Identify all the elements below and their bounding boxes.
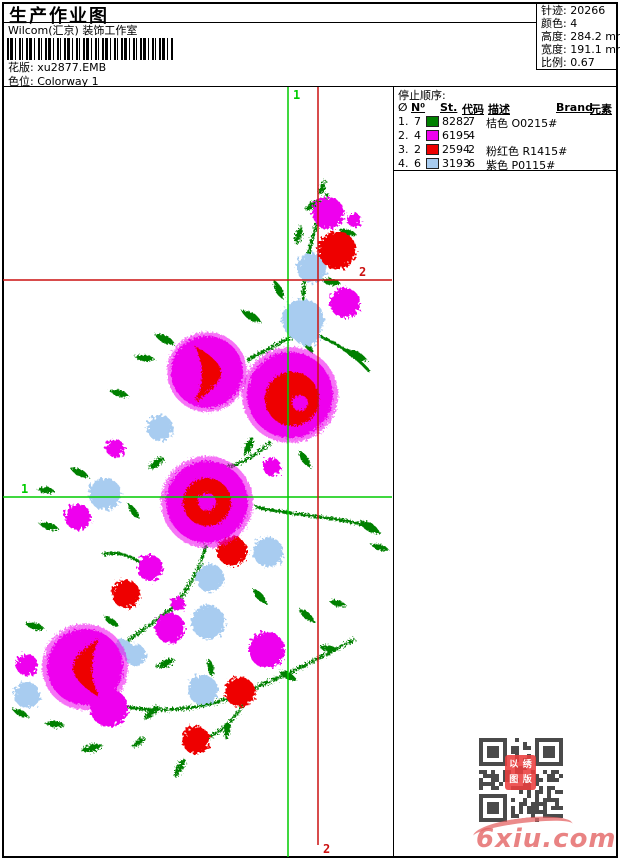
seal-char: 以 [509, 759, 519, 770]
colorway-value: Colorway 1 [37, 75, 99, 88]
col-needle: N⁰ [411, 101, 426, 114]
info-row: 比例: 0.67 [541, 56, 620, 69]
magenta-flowers [16, 197, 361, 727]
info-row: 颜色: 4 [541, 17, 620, 30]
page-title: 生产作业图 [9, 6, 109, 27]
row-description: 紫色 P0115# [486, 159, 556, 172]
row-needle: 2 [414, 143, 421, 156]
col-diameter: ∅ [398, 101, 408, 114]
info-row: 宽度: 191.1 mm [541, 43, 620, 56]
row-seq: 1. [398, 115, 409, 128]
red-flowers [112, 231, 356, 754]
width-label: 宽度: [541, 43, 567, 56]
height-label: 高度: [541, 30, 567, 43]
red-seal-stamp: 以绣 图版 [505, 755, 536, 790]
info-box: 针迹: 20266 颜色: 4 高度: 284.2 mm 宽度: 191.1 m… [541, 4, 620, 69]
row-seq: 3. [398, 143, 409, 156]
info-row: 针迹: 20266 [541, 4, 620, 17]
info-box-bottom-border [536, 69, 616, 70]
watermark-text: 6xiu.com [476, 824, 617, 854]
row-code: 2 [468, 143, 475, 156]
row-description: 粉红色 R1415# [486, 145, 568, 158]
seal-char: 绣 [522, 759, 532, 770]
seal-char: 图 [509, 775, 519, 786]
row-seq: 4. [398, 157, 409, 170]
qr-code [479, 738, 563, 822]
design-line: 花版: xu2877.EMB [8, 61, 106, 74]
stop-sequence-title: 停止顺序: [398, 89, 446, 102]
embroidery-design-canvas: 1 1 2 2 [3, 87, 392, 857]
row-code: 7 [468, 115, 475, 128]
row-stitches: 3193 [442, 157, 470, 170]
rose-middle [161, 456, 253, 548]
colorway-line: 色位: Colorway 1 [8, 75, 99, 88]
row-needle: 7 [414, 115, 421, 128]
row-description: 桔色 O0215# [486, 117, 558, 130]
col-element: 元素 [590, 103, 612, 116]
header-divider [4, 86, 616, 87]
col-code: 代码 [462, 103, 484, 116]
registration-guides: 1 1 2 2 [3, 87, 392, 857]
colorway-label: 色位: [8, 75, 34, 88]
row-stitches: 2594 [442, 143, 470, 156]
thread-color-swatch [426, 116, 439, 127]
rose-bottom-left [42, 624, 128, 710]
row-code: 6 [468, 157, 475, 170]
col-stitches: St. [440, 101, 458, 114]
seal-char: 版 [522, 775, 532, 786]
width-value: 191.1 mm [570, 43, 620, 56]
col-description: 描述 [488, 103, 510, 116]
info-box-left-border [536, 4, 537, 69]
rose-top-left [167, 332, 247, 412]
thread-color-swatch [426, 144, 439, 155]
design-value: xu2877.EMB [37, 61, 107, 74]
design-barcode [7, 38, 174, 60]
blue-flowers [14, 253, 327, 708]
rose-top-right [242, 347, 338, 443]
scale-label: 比例: [541, 56, 567, 69]
green-vertical-guide-label: 1 [293, 88, 300, 102]
red-horizontal-guide-label: 2 [359, 265, 366, 279]
height-value: 284.2 mm [570, 30, 620, 43]
thread-color-swatch [426, 130, 439, 141]
col-brand: Brand [556, 101, 593, 114]
row-stitches: 8282 [442, 115, 470, 128]
stitches-value: 20266 [570, 4, 606, 17]
scale-value: 0.67 [570, 56, 595, 69]
row-needle: 4 [414, 129, 421, 142]
info-row: 高度: 284.2 mm [541, 30, 620, 43]
thread-color-swatch [426, 158, 439, 169]
row-seq: 2. [398, 129, 409, 142]
design-label: 花版: [8, 61, 34, 74]
red-vertical-guide-label: 2 [323, 842, 330, 856]
green-horizontal-guide-label: 1 [21, 482, 28, 496]
right-column-border [393, 87, 394, 856]
row-code: 4 [468, 129, 475, 142]
stitches-label: 针迹: [541, 4, 567, 17]
table-bottom-rule [394, 170, 616, 171]
title-rule [4, 22, 536, 23]
row-needle: 6 [414, 157, 421, 170]
studio-name: Wilcom(汇京) 装饰工作室 [8, 24, 138, 37]
colors-label: 颜色: [541, 17, 567, 30]
row-stitches: 6195 [442, 129, 470, 142]
colors-value: 4 [570, 17, 578, 30]
